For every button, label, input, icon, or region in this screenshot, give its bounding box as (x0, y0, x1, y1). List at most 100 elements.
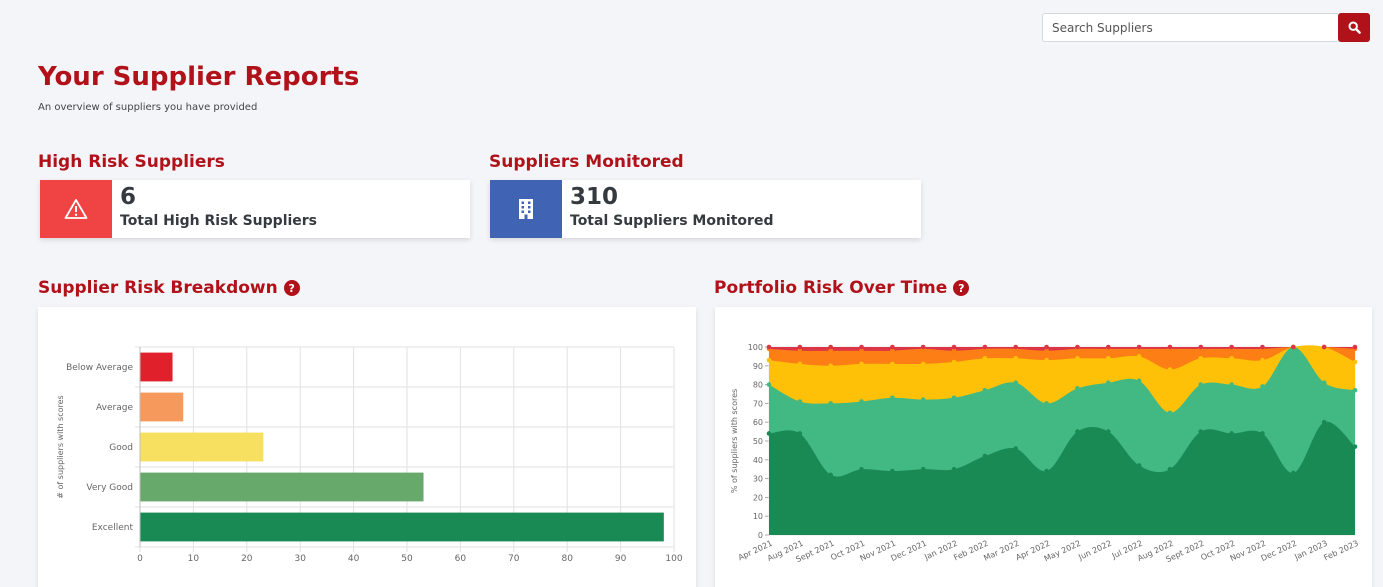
y-tick-label: 50 (753, 437, 763, 446)
question-circle-icon[interactable]: ? (283, 280, 300, 296)
high-risk-icon-box (40, 180, 112, 238)
point-excellent (1167, 466, 1173, 472)
point-very-good (951, 395, 957, 401)
point-excellent (982, 453, 988, 459)
point-average (890, 348, 895, 354)
x-tick-label: Mar 2022 (982, 539, 1020, 563)
point-average (951, 348, 957, 354)
y-tick-label: 90 (753, 362, 763, 371)
point-below-average (766, 344, 772, 350)
point-good (1075, 355, 1080, 361)
point-excellent (797, 431, 803, 436)
y-tick-label: 80 (753, 381, 763, 390)
y-tick-label: Very Good (86, 483, 133, 493)
high-risk-label: Total High Risk Suppliers (120, 213, 318, 229)
monitored-heading: Suppliers Monitored (489, 152, 684, 172)
point-below-average (1321, 344, 1327, 350)
x-tick-label: Jun 2022 (1076, 539, 1113, 563)
question-circle-icon[interactable]: ? (953, 280, 970, 296)
search-button[interactable] (1338, 13, 1370, 42)
point-good (828, 363, 833, 369)
point-excellent (766, 431, 772, 436)
y-tick-label: 100 (748, 343, 763, 352)
point-excellent (1321, 419, 1327, 425)
y-tick-label: Below Average (66, 363, 133, 373)
point-very-good (920, 397, 926, 402)
search-input[interactable] (1042, 13, 1338, 42)
x-tick-label: 80 (561, 554, 573, 564)
warning-icon (64, 199, 88, 219)
point-very-good (1044, 401, 1049, 406)
point-very-good (982, 387, 988, 393)
point-below-average (1105, 344, 1111, 350)
point-very-good (1198, 382, 1204, 387)
point-good (982, 355, 988, 361)
page-title: Your Supplier Reports (38, 62, 360, 92)
monitored-count: 310 (570, 184, 619, 210)
point-excellent (1075, 429, 1080, 434)
x-tick-label: Feb 2023 (1322, 539, 1359, 563)
area-excellent (769, 421, 1355, 535)
risk-breakdown-chart: 0 10 20 30 40 50 60 70 80 90 100 Below Average Avera… (56, 346, 683, 564)
x-tick-label: Dec 2022 (1260, 539, 1299, 563)
breakdown-heading-text: Supplier Risk Breakdown (38, 278, 278, 298)
point-below-average (1260, 344, 1265, 350)
x-tick-label: 50 (401, 554, 413, 564)
monitored-card[interactable]: 310 Total Suppliers Monitored (490, 180, 921, 238)
y-axis-label: % of suppliers with scores (730, 389, 739, 493)
point-very-good (1352, 387, 1358, 393)
bar-good (140, 432, 264, 462)
point-very-good (1260, 384, 1265, 389)
bar-excellent (140, 512, 664, 542)
point-average (828, 348, 833, 354)
point-good (1198, 355, 1204, 361)
bar-average (140, 392, 184, 422)
point-below-average (1013, 344, 1019, 350)
high-risk-card[interactable]: 6 Total High Risk Suppliers (40, 180, 470, 238)
point-below-average (1352, 344, 1358, 350)
portfolio-heading: Portfolio Risk Over Time ? (714, 278, 970, 298)
point-very-good (828, 401, 833, 406)
point-very-good (1167, 410, 1173, 416)
point-excellent (920, 466, 926, 472)
point-excellent (1136, 463, 1142, 468)
point-good (1352, 359, 1358, 365)
x-tick-label: Dec 2021 (889, 539, 928, 563)
point-good (920, 361, 926, 367)
point-average (859, 348, 864, 354)
bar-below-average (140, 352, 173, 382)
point-very-good (1105, 380, 1111, 386)
y-tick-label: Good (109, 443, 133, 453)
monitored-icon-box (490, 180, 562, 238)
point-below-average (828, 344, 833, 350)
point-good (797, 361, 803, 367)
point-excellent (1044, 468, 1049, 474)
x-tick-label: 60 (455, 554, 467, 564)
y-axis-label: # of suppliers with scores (56, 395, 65, 498)
y-tick-label: 60 (753, 418, 763, 427)
high-risk-heading-text: High Risk Suppliers (38, 152, 225, 172)
high-risk-heading: High Risk Suppliers (38, 152, 225, 172)
point-below-average (1198, 344, 1204, 350)
point-good (1013, 355, 1019, 361)
point-good (1105, 355, 1111, 361)
breakdown-chart-panel: 0 10 20 30 40 50 60 70 80 90 100 Below Average Avera… (38, 307, 696, 587)
point-below-average (982, 344, 988, 350)
point-good (1229, 355, 1234, 361)
point-below-average (1167, 344, 1173, 350)
y-tick-label: 70 (753, 399, 763, 408)
y-tick-label: 20 (753, 493, 763, 502)
point-good (766, 357, 772, 363)
building-icon (519, 199, 533, 219)
point-excellent (1352, 444, 1358, 449)
y-tick-label: 0 (758, 531, 763, 540)
y-tick-label: 40 (753, 456, 763, 465)
search-icon (1347, 21, 1361, 34)
point-very-good (1229, 382, 1234, 387)
high-risk-count: 6 (120, 184, 137, 210)
point-excellent (1198, 429, 1204, 434)
monitored-label: Total Suppliers Monitored (570, 213, 774, 229)
point-average (1044, 348, 1049, 354)
point-below-average (797, 344, 803, 350)
